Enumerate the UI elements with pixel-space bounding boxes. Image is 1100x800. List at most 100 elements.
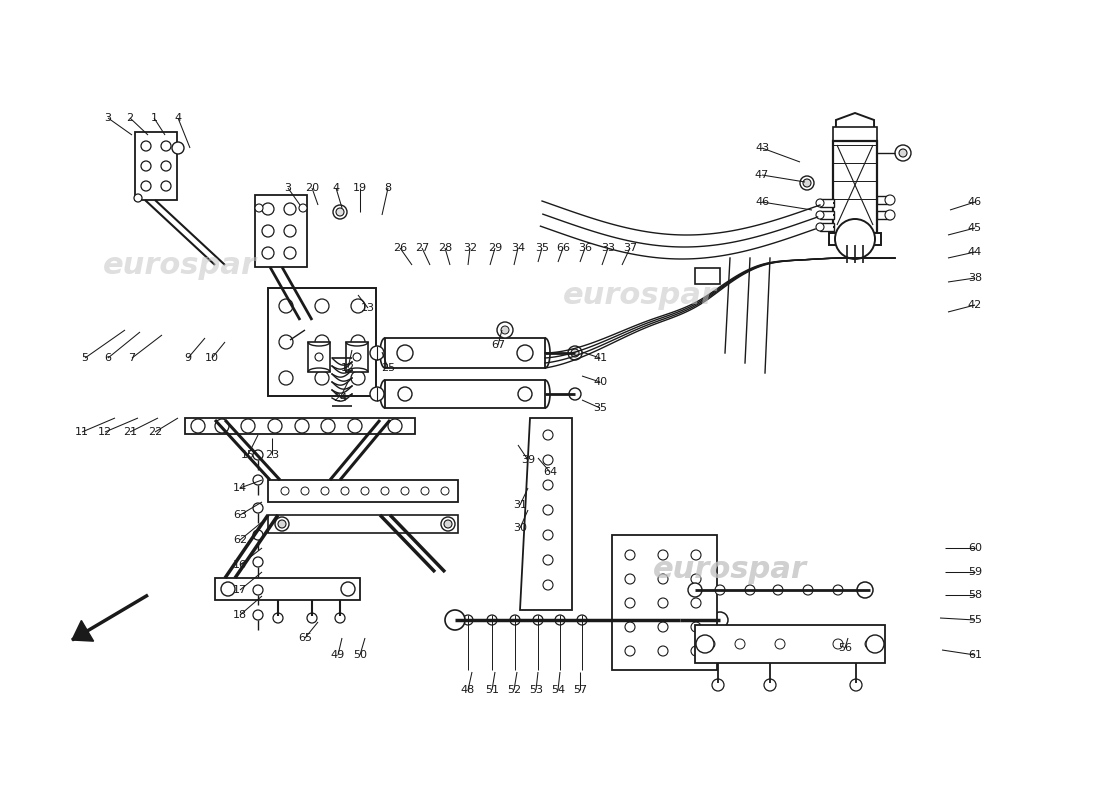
Text: 61: 61 [968,650,982,660]
Text: 54: 54 [551,685,565,695]
Bar [833,127,877,141]
Circle shape [833,585,843,595]
Text: 52: 52 [507,685,521,695]
Text: 3: 3 [285,183,292,193]
Circle shape [278,520,286,528]
Circle shape [543,505,553,515]
Text: 5: 5 [81,353,88,363]
Circle shape [510,615,520,625]
Circle shape [353,353,361,361]
Circle shape [279,335,293,349]
Text: 48: 48 [461,685,475,695]
Circle shape [402,487,409,495]
Bar [829,233,881,245]
Text: 11: 11 [75,427,89,437]
Text: 30: 30 [513,523,527,533]
Circle shape [518,387,532,401]
Text: 38: 38 [968,273,982,283]
Circle shape [658,622,668,632]
Circle shape [691,622,701,632]
Circle shape [517,345,534,361]
Text: 10: 10 [205,353,219,363]
Circle shape [500,326,509,334]
Circle shape [691,646,701,656]
Text: eurospar: eurospar [653,555,807,585]
Text: 12: 12 [341,363,355,373]
Bar [346,342,368,372]
Circle shape [625,598,635,608]
Circle shape [712,679,724,691]
Bar [695,625,886,663]
Circle shape [857,582,873,598]
Circle shape [295,419,309,433]
Text: 56: 56 [838,643,853,653]
Circle shape [333,205,346,219]
Circle shape [625,622,635,632]
Circle shape [279,299,293,313]
Circle shape [321,487,329,495]
Circle shape [625,646,635,656]
Text: 26: 26 [393,243,407,253]
Circle shape [273,613,283,623]
Text: 4: 4 [332,183,340,193]
Circle shape [161,141,170,151]
Circle shape [172,142,184,154]
Circle shape [315,371,329,385]
Circle shape [275,517,289,531]
Circle shape [221,582,235,596]
Text: 32: 32 [463,243,477,253]
Circle shape [191,419,205,433]
Circle shape [348,419,362,433]
Text: 15: 15 [241,450,255,460]
Circle shape [886,195,895,205]
Circle shape [835,219,874,259]
Circle shape [658,574,668,584]
Bar [268,288,376,396]
Text: 18: 18 [233,610,248,620]
Bar [185,418,415,434]
Text: 43: 43 [755,143,769,153]
Circle shape [658,550,668,560]
Text: 36: 36 [578,243,592,253]
Polygon shape [72,621,94,641]
Text: 1: 1 [151,113,157,123]
Bar [308,342,330,372]
Circle shape [776,639,785,649]
Circle shape [141,141,151,151]
Circle shape [578,615,587,625]
Bar [877,211,891,219]
Text: 31: 31 [513,500,527,510]
Circle shape [463,615,473,625]
Circle shape [735,639,745,649]
Text: 57: 57 [573,685,587,695]
Circle shape [262,247,274,259]
Text: 6: 6 [104,353,111,363]
Bar [255,195,307,267]
Circle shape [336,208,344,216]
Circle shape [803,585,813,595]
Circle shape [284,225,296,237]
Circle shape [299,204,307,212]
Text: 58: 58 [968,590,982,600]
Circle shape [568,346,582,360]
Bar [612,535,717,670]
Circle shape [866,635,884,653]
Circle shape [253,450,263,460]
Circle shape [336,613,345,623]
Circle shape [705,639,715,649]
Text: 64: 64 [543,467,557,477]
Circle shape [307,613,317,623]
Bar [695,268,721,284]
Circle shape [161,181,170,191]
Circle shape [441,517,455,531]
Circle shape [850,679,862,691]
Circle shape [543,580,553,590]
Bar [135,132,177,200]
Circle shape [816,223,824,231]
Text: 17: 17 [233,585,248,595]
Bar [877,196,891,204]
Circle shape [534,615,543,625]
Circle shape [398,387,412,401]
Circle shape [803,179,811,187]
Text: 59: 59 [968,567,982,577]
